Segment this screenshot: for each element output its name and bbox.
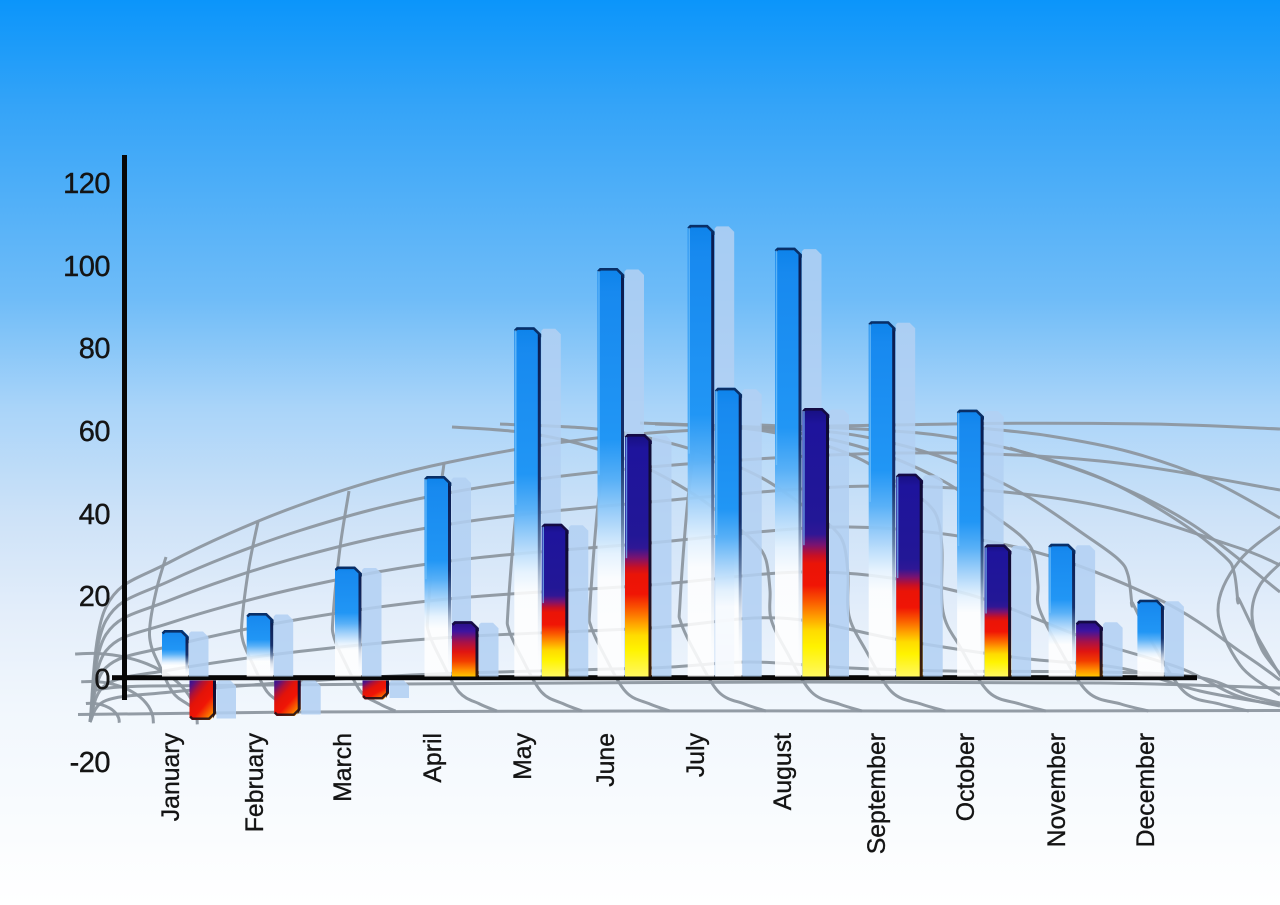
svg-text:December: December [1133,733,1160,847]
svg-text:August: August [770,733,797,810]
svg-text:September: September [864,733,891,854]
svg-text:-20: -20 [70,747,110,779]
svg-text:40: 40 [79,499,110,531]
svg-text:March: March [330,733,357,802]
svg-text:May: May [510,732,537,779]
svg-text:November: November [1044,733,1071,847]
svg-text:April: April [420,733,447,783]
svg-text:October: October [953,733,980,821]
svg-text:60: 60 [79,416,110,448]
svg-text:80: 80 [79,333,110,365]
svg-text:20: 20 [79,581,110,613]
svg-text:January: January [158,732,185,821]
svg-text:June: June [593,733,620,787]
svg-text:100: 100 [63,251,110,283]
svg-text:July: July [683,732,710,777]
svg-text:February: February [242,732,269,832]
svg-text:120: 120 [63,168,110,200]
svg-text:0: 0 [94,664,110,696]
